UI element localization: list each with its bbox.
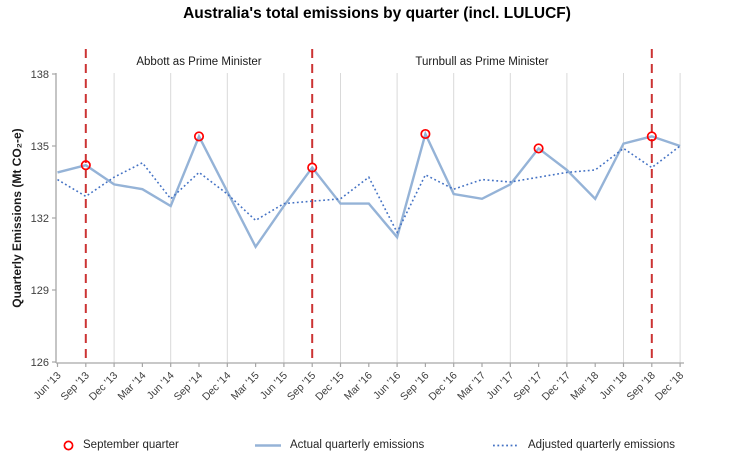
x-tick-label: Sep '17	[511, 370, 545, 404]
x-tick-label: Sep '14	[172, 370, 206, 404]
x-tick-label: Sep '13	[58, 370, 92, 404]
actual-series-line	[57, 130, 681, 250]
x-tick-label: Dec '18	[653, 370, 687, 404]
adjusted-series-line	[57, 145, 681, 235]
y-tick-label: 129	[31, 285, 49, 297]
y-tick-label: 132	[31, 213, 49, 225]
x-tick-label: Jun '17	[484, 370, 516, 402]
x-tick-label: Sep '18	[624, 370, 658, 404]
september-marker	[420, 128, 431, 140]
annotation-abbott-pm: Abbott as Prime Minister	[136, 56, 262, 68]
solid-line-icon	[255, 443, 281, 447]
x-tick-label: Dec '15	[313, 370, 347, 404]
x-tick-label: Sep '16	[398, 370, 432, 404]
x-tick-label: Dec '17	[540, 370, 574, 404]
september-marker-icon	[63, 440, 74, 450]
x-tick-label: Dec '14	[200, 370, 234, 404]
x-tick-label: Mar '15	[229, 370, 262, 403]
september-marker	[307, 162, 318, 173]
annotation-turnbull-pm: Turnbull as Prime Minister	[415, 56, 549, 68]
y-tick-label: 135	[31, 141, 49, 153]
chart-title: Australia's total emissions by quarter (…	[183, 5, 571, 22]
x-tick-label: Jun '18	[597, 370, 629, 402]
x-tick-label: Dec '13	[87, 370, 121, 404]
dotted-line-icon	[493, 444, 519, 446]
x-tick-label: Jun '13	[31, 370, 63, 402]
x-tick-label: Mar '16	[342, 370, 375, 403]
x-tick-label: Mar '18	[568, 370, 601, 403]
y-tick-label: 126	[31, 357, 49, 369]
legend-label-september: September quarter	[83, 439, 179, 451]
legend-item-actual: Actual quarterly emissions	[254, 436, 424, 454]
x-tick-label: Jun '14	[145, 370, 177, 402]
legend-item-adjusted: Adjusted quarterly emissions	[492, 436, 675, 454]
x-tick-label: Mar '14	[116, 370, 149, 403]
x-tick-label: Jun '16	[371, 370, 403, 402]
x-tick-label: Jun '15	[258, 370, 290, 402]
legend-item-september: September quarter	[62, 436, 179, 454]
x-tick-label: Mar '17	[455, 370, 488, 403]
legend-label-actual: Actual quarterly emissions	[290, 439, 425, 451]
september-marker	[533, 143, 544, 154]
x-tick-label: Sep '15	[285, 370, 319, 404]
y-tick-label: 138	[31, 69, 49, 81]
legend-label-adjusted: Adjusted quarterly emissions	[528, 439, 676, 451]
september-marker	[646, 131, 657, 142]
x-tick-label: Dec '16	[426, 370, 460, 404]
september-marker	[80, 160, 91, 171]
september-marker	[193, 131, 205, 142]
